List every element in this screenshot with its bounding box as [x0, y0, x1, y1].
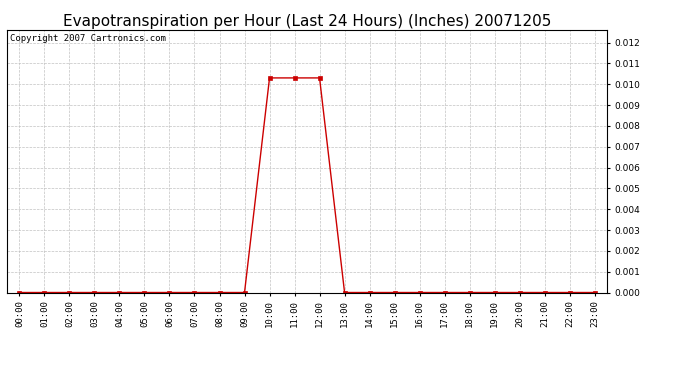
- Title: Evapotranspiration per Hour (Last 24 Hours) (Inches) 20071205: Evapotranspiration per Hour (Last 24 Hou…: [63, 14, 551, 29]
- Text: Copyright 2007 Cartronics.com: Copyright 2007 Cartronics.com: [10, 34, 166, 43]
